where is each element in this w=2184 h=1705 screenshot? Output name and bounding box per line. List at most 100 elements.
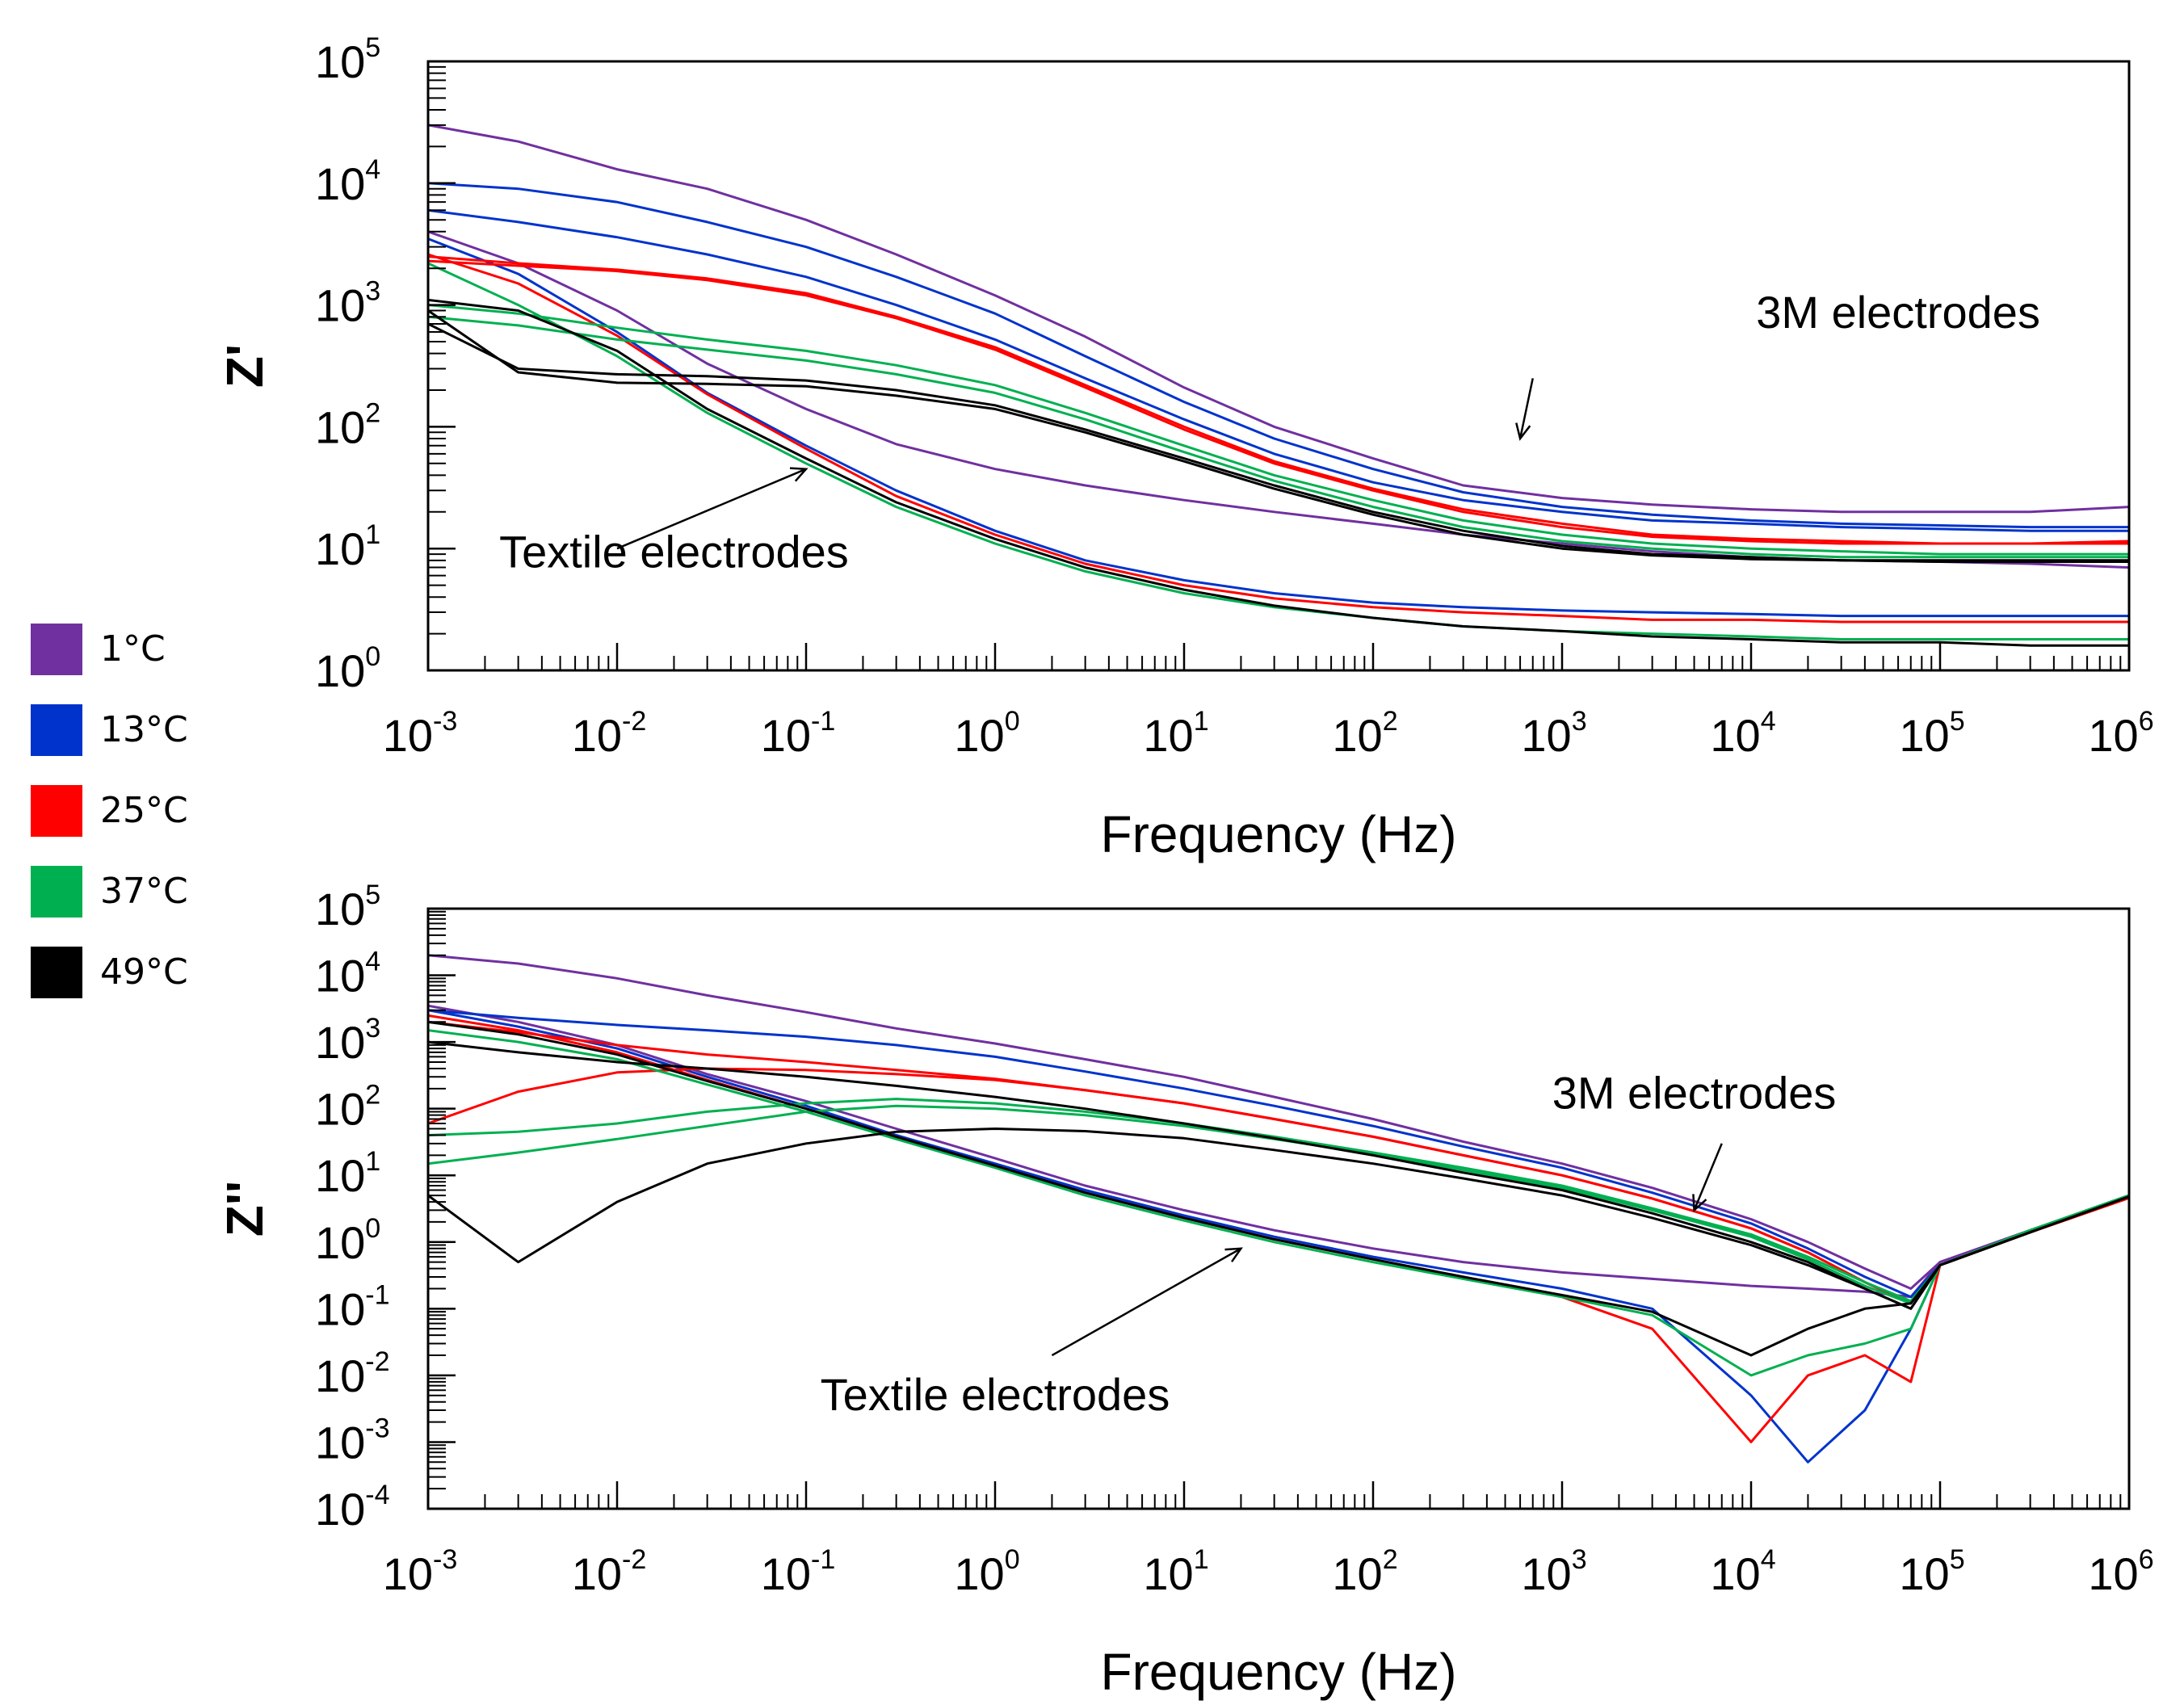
y-tick-label: 10-1: [315, 1279, 390, 1334]
y-tick-label: 104: [315, 154, 380, 209]
series-line-textile-12: [428, 1020, 2129, 1357]
y-tick-label: 102: [315, 1080, 380, 1135]
series-line-3m-0: [428, 124, 2129, 514]
annotation-arrow: [1051, 1247, 1242, 1357]
y-tick-label: 10-3: [315, 1413, 390, 1468]
y-tick-label: 101: [315, 519, 380, 574]
x-tick-label: 10-2: [572, 1544, 647, 1599]
y-tick-label: 101: [315, 1146, 380, 1201]
series-line-textile-9: [428, 1029, 2129, 1377]
x-tick-label: 10-1: [761, 1544, 836, 1599]
y-axis-ticks: [428, 907, 456, 1510]
series-line-3m-3: [428, 208, 2129, 532]
y-axis-ticks: [428, 60, 456, 672]
annotation-3m-electrodes: 3M electrodes: [1756, 287, 2040, 338]
annotation-arrow: [616, 468, 807, 550]
series-line-textile-6: [428, 1014, 2129, 1443]
x-tick-label: 102: [1332, 1544, 1397, 1599]
x-tick-label: 103: [1521, 1544, 1586, 1599]
legend-item-13c: 13°C: [31, 704, 241, 785]
x-tick-label: 103: [1521, 706, 1586, 761]
y-tick-label: 103: [315, 276, 380, 331]
series-line-3m-8: [428, 304, 2129, 556]
legend-swatch: [31, 947, 82, 998]
annotation-textile-electrodes: Textile electrodes: [821, 1369, 1170, 1420]
x-axis-ticks: [426, 643, 2131, 670]
y-axis-title: Z': [216, 344, 274, 388]
x-tick-label: 101: [1143, 706, 1208, 761]
legend-label: 1°C: [100, 628, 166, 670]
y-tick-label: 104: [315, 947, 380, 1002]
x-tick-label: 105: [1899, 706, 1964, 761]
y-tick-label: 105: [315, 880, 380, 934]
series-line-3m-7: [428, 1104, 2129, 1305]
annotation-arrowhead: [1692, 1194, 1707, 1213]
legend-label: 13°C: [100, 709, 188, 750]
series-group: [428, 124, 2129, 647]
x-axis-title: Frequency (Hz): [1101, 805, 1457, 863]
series-line-3m-4: [428, 1067, 2129, 1305]
series-group: [428, 954, 2129, 1464]
series-line-3m-2: [428, 1009, 2129, 1299]
x-tick-label: 106: [2088, 1544, 2153, 1599]
y-axis-title: Z'': [216, 1181, 274, 1237]
legend-label: 37°C: [100, 871, 188, 912]
legend-item-25c: 25°C: [31, 785, 241, 866]
x-tick-label: 100: [954, 706, 1019, 761]
x-tick-label: 10-3: [383, 706, 458, 761]
x-tick-label: 102: [1332, 706, 1397, 761]
y-tick-label: 10-4: [315, 1480, 390, 1535]
series-line-3m-5: [428, 1020, 2129, 1305]
plot-frame: [426, 907, 2131, 1510]
series-line-3m-9: [428, 315, 2129, 559]
x-tick-label: 104: [1710, 706, 1775, 761]
x-tick-label: 10-3: [383, 1544, 458, 1599]
series-line-3m-0: [428, 954, 2129, 1290]
x-tick-label: 104: [1710, 1544, 1775, 1599]
annotation-3m-electrodes: 3M electrodes: [1552, 1068, 1837, 1119]
annotation-arrow: [1518, 378, 1534, 439]
y-tick-label: 105: [315, 32, 380, 87]
annotation-arrowhead: [789, 467, 808, 482]
annotation-arrowhead: [1224, 1247, 1243, 1262]
y-tick-label: 100: [315, 641, 380, 696]
x-tick-label: 105: [1899, 1544, 1964, 1599]
series-line-3m-12: [428, 309, 2129, 563]
series-line-textile-1: [428, 230, 2129, 569]
annotation-textile-electrodes: Textile electrodes: [499, 527, 849, 577]
y-tick-label: 10-2: [315, 1346, 390, 1401]
x-axis-title: Frequency (Hz): [1101, 1643, 1457, 1701]
plot-frame: [426, 60, 2131, 672]
x-tick-label: 10-1: [761, 706, 836, 761]
legend-swatch: [31, 785, 82, 837]
legend-item-49c: 49°C: [31, 947, 241, 1027]
series-line-3m-11: [428, 1040, 2129, 1310]
series-line-3m-2: [428, 182, 2129, 529]
legend-swatch: [31, 704, 82, 756]
x-tick-label: 106: [2088, 706, 2153, 761]
legend-label: 25°C: [100, 790, 188, 831]
legend-label: 49°C: [100, 951, 188, 993]
y-tick-label: 100: [315, 1213, 380, 1268]
y-tick-label: 102: [315, 397, 380, 452]
series-line-3m-6: [428, 255, 2129, 545]
series-line-3m-8: [428, 1098, 2129, 1303]
series-line-3m-5: [428, 259, 2129, 545]
x-tick-label: 10-2: [572, 706, 647, 761]
legend-item-37c: 37°C: [31, 866, 241, 947]
y-tick-label: 103: [315, 1013, 380, 1068]
chart-imaginary-impedance: 10-3 10-2 10-1 100 101 102 103 104 105 106 10-4 10-…: [216, 880, 2154, 1701]
legend-item-1c: 1°C: [31, 624, 241, 704]
legend: 1°C 13°C 25°C 37°C 49°C: [31, 624, 241, 1027]
x-tick-label: 101: [1143, 1544, 1208, 1599]
series-line-textile-13: [428, 298, 2129, 647]
x-axis-ticks: [426, 1481, 2131, 1509]
series-line-textile-3: [428, 1009, 2129, 1464]
annotation-arrow: [1693, 1143, 1723, 1211]
legend-swatch: [31, 866, 82, 918]
x-tick-label: 100: [954, 1544, 1019, 1599]
legend-swatch: [31, 624, 82, 675]
series-line-textile-10: [428, 262, 2129, 640]
chart-real-impedance: 10-3 10-2 10-1 100 101 102 103 104 105 106 100 101 1…: [216, 32, 2154, 863]
